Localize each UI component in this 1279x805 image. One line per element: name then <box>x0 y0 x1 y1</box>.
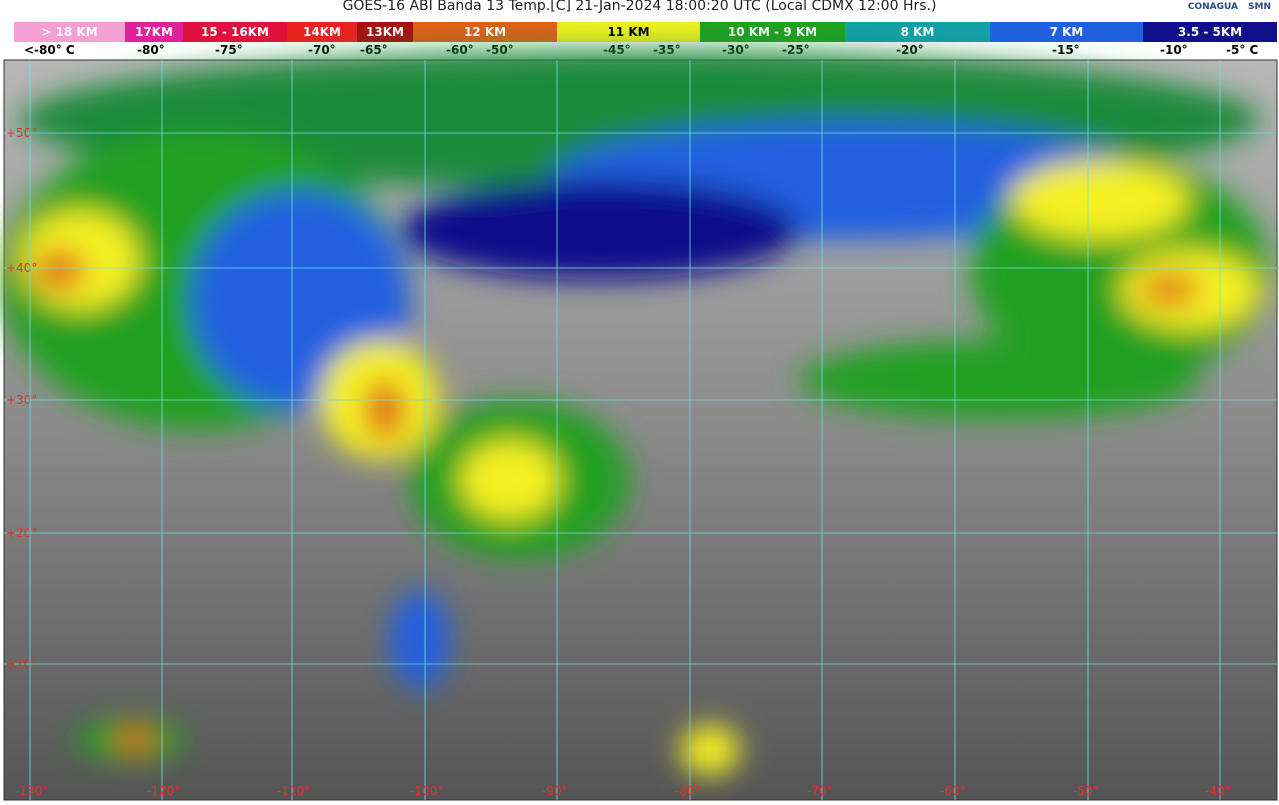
longitude-label: -70° <box>807 784 833 798</box>
latitude-label: +10° <box>6 657 37 671</box>
legend-segment: 14KM <box>287 22 357 42</box>
legend-segment: 12 KM <box>413 22 557 42</box>
temperature-label: <-80° C <box>24 43 75 57</box>
temperature-label: -65° <box>360 43 388 57</box>
legend-segment: 13KM <box>357 22 413 42</box>
temperature-label: -15° <box>1052 43 1080 57</box>
legend-segment: 17KM <box>125 22 183 42</box>
legend-segment: 15 - 16KM <box>183 22 287 42</box>
temperature-label: -80° <box>137 43 165 57</box>
legend-segment: 7 KM <box>990 22 1143 42</box>
logos: CONAGUA SMN <box>1188 2 1271 12</box>
color-legend: > 18 KM 17KM 15 - 16KM 14KM 13KM 12 KM 11 KM 10… <box>14 22 1277 42</box>
temperature-label: -70° <box>308 43 336 57</box>
longitude-label: -120° <box>147 784 180 798</box>
cloud-layer <box>0 50 1270 775</box>
latitude-label: +50° <box>6 126 37 140</box>
temperature-label: -5° C <box>1226 43 1259 57</box>
longitude-label: -80° <box>675 784 701 798</box>
temperature-label: -20° <box>896 43 924 57</box>
legend-segment: 8 KM <box>845 22 990 42</box>
longitude-label: -90° <box>542 784 568 798</box>
longitude-label: -60° <box>940 784 966 798</box>
longitude-label: -100° <box>410 784 443 798</box>
temperature-label: -10° <box>1160 43 1188 57</box>
longitude-label: -40° <box>1205 784 1231 798</box>
latitude-label: +20° <box>6 526 37 540</box>
logo: CONAGUA <box>1187 2 1239 12</box>
graticule: +50° +40° +30° +20° +10° -130° -120° -110° -100°… <box>4 60 1277 800</box>
latitude-label: +30° <box>6 393 37 407</box>
temperature-label: -75° <box>215 43 243 57</box>
title: GOES-16 ABI Banda 13 Temp.[C] 21-Jan-202… <box>342 0 937 14</box>
logo: SMN <box>1248 2 1271 12</box>
latitude-label: +40° <box>6 261 37 275</box>
legend-segment: > 18 KM <box>14 22 125 42</box>
legend-segment: 3.5 - 5KM <box>1143 22 1277 42</box>
legend-segment: 11 KM <box>557 22 700 42</box>
longitude-label: -130° <box>15 784 48 798</box>
legend-segment: 10 KM - 9 KM <box>700 22 845 42</box>
longitude-label: -110° <box>277 784 310 798</box>
longitude-label: -50° <box>1073 784 1099 798</box>
